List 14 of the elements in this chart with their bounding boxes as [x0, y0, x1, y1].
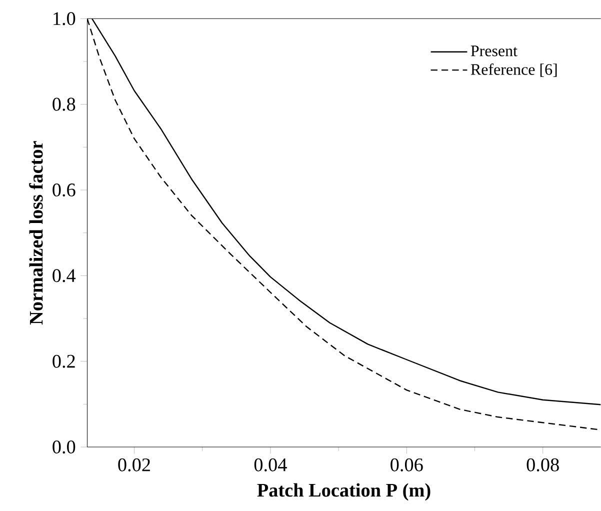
y-tick-label: 0.2 [52, 354, 75, 368]
x-tick-label: 0.06 [390, 458, 423, 472]
x-axis-title: Patch Location P (m) [257, 482, 430, 500]
y-tick-label: 0.0 [52, 440, 76, 454]
y-tick-label: 0.4 [52, 268, 76, 282]
x-tick-label: 0.02 [118, 458, 150, 472]
legend-label: Reference [6] [470, 63, 557, 77]
x-tick-label: 0.08 [526, 458, 559, 472]
y-tick-label: 0.6 [52, 183, 76, 196]
y-tick-label: 1.0 [54, 12, 76, 25]
x-tick-label: 0.04 [254, 458, 287, 472]
legend-label: Present [470, 45, 518, 56]
y-tick-label: 0.8 [52, 98, 76, 111]
y-axis-title: Normalized loss factor [29, 140, 43, 324]
